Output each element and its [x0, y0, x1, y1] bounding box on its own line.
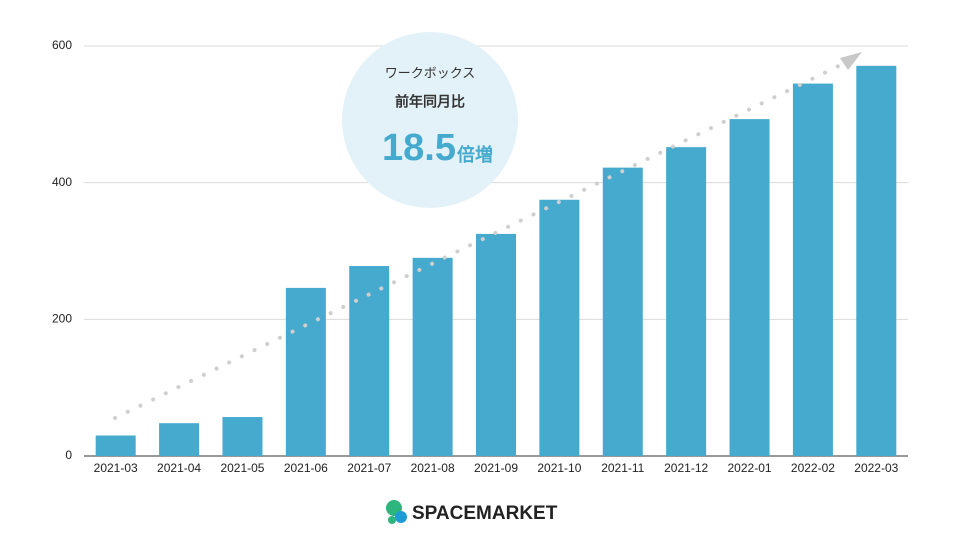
y-tick-label: 200 [52, 312, 72, 326]
callout-bubble [342, 32, 518, 208]
x-tick-label: 2021-04 [157, 461, 201, 475]
callout-sublabel: 前年同月比 [395, 94, 465, 110]
bar [95, 435, 136, 456]
bar [666, 147, 707, 456]
bar [539, 199, 580, 456]
logo-text: SPACEMARKET [412, 503, 558, 524]
bar [856, 65, 897, 457]
x-tick-label: 2022-03 [854, 461, 898, 475]
bar [412, 257, 453, 456]
bar [159, 423, 200, 456]
bar [729, 119, 770, 456]
logo-icon [386, 500, 407, 524]
x-tick-label: 2021-08 [411, 461, 455, 475]
bar [602, 167, 643, 456]
x-tick-label: 2022-01 [728, 461, 772, 475]
bar [285, 287, 326, 456]
callout-unit: 倍増 [457, 144, 493, 165]
y-tick-label: 600 [52, 38, 72, 52]
x-tick-label: 2022-02 [791, 461, 835, 475]
x-tick-label: 2021-05 [220, 461, 264, 475]
x-tick-label: 2021-10 [537, 461, 581, 475]
x-tick-label: 2021-11 [601, 461, 644, 475]
bar [222, 417, 263, 456]
y-tick-label: 400 [52, 175, 72, 189]
x-tick-label: 2021-07 [347, 461, 391, 475]
x-tick-label: 2021-03 [94, 461, 138, 475]
bar [476, 233, 516, 456]
x-tick-label: 2021-12 [664, 461, 708, 475]
y-tick-label: 0 [65, 448, 72, 462]
callout-label: ワークボックス [385, 65, 476, 80]
x-tick-label: 2021-06 [284, 461, 328, 475]
bar [792, 83, 833, 456]
bar [349, 266, 390, 456]
callout-value: 18.5 [382, 127, 456, 169]
trend-arrow-head [840, 52, 862, 70]
x-tick-label: 2021-09 [474, 461, 518, 475]
